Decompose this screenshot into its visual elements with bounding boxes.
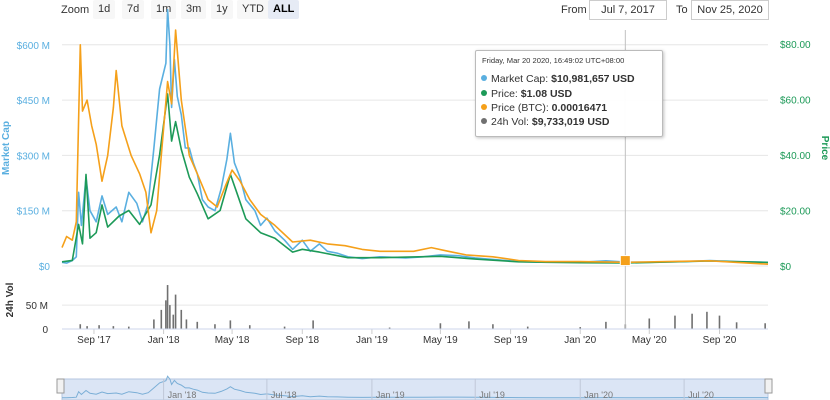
navigator-label: Jan '18 [168,390,197,400]
y-left-axis-title: Market Cap [1,121,12,175]
tooltip: Friday, Mar 20 2020, 16:49:02 UTC+08:00 … [475,50,663,137]
volume-bar [248,325,251,329]
to-date-input[interactable]: Nov 25, 2020 [691,0,769,20]
x-tick-label: Sep '18 [285,335,319,346]
volume-dot-icon [481,118,487,124]
volume-axis-title: 24h Vol [5,282,16,317]
y-left-tick-label: $300 M [17,151,50,162]
navigator-right-handle[interactable] [764,378,773,394]
volume-bar [691,313,693,329]
volume-tick-label: 50 M [26,301,48,312]
series-line-price [61,93,769,264]
volume-bar [468,321,470,329]
volume-bar [79,324,82,329]
volume-tick-label: 0 [42,325,48,336]
zoom-ytd-button[interactable]: YTD [237,0,269,19]
volume-bar [127,326,130,329]
volume-bar [174,294,177,329]
tooltip-date: Friday, Mar 20 2020, 16:49:02 UTC+08:00 [482,56,625,65]
volume-bar [283,326,286,329]
y-left-tick-label: $0 [39,262,51,273]
zoom-all-button[interactable]: ALL [268,0,300,19]
x-tick-label: May '19 [423,335,458,346]
from-label: From [561,4,587,16]
x-tick-label: Sep '17 [77,335,111,346]
volume-bar [706,311,708,329]
volume-bar [674,315,676,329]
volume-bar [526,326,529,329]
tooltip-row-market-cap: Market Cap: $10,981,657 USD [481,73,635,85]
zoom-label: Zoom [61,4,90,16]
y-left-tick-label: $600 M [17,41,50,52]
volume-bar [605,321,607,329]
series-lines [61,8,769,265]
x-tick-label: May '20 [632,335,667,346]
y-left-tick-label: $150 M [17,207,50,218]
y-right-tick-label: $0 [780,262,792,273]
volume-bar [579,327,582,329]
volume-bar [229,320,232,329]
volume-bar [388,327,391,329]
navigator-label: Jan '19 [376,390,405,400]
tooltip-row-price-btc: Price (BTC): 0.00016471 [481,102,607,114]
y-right-axis-title: Price [819,136,830,161]
series-line-market-cap [61,8,769,264]
volume-bar [735,322,738,329]
volume-bar [648,318,651,329]
y-right-tick-label: $60.00 [780,95,811,106]
volume-bar [439,323,442,329]
volume-bar [180,309,183,329]
zoom-7d-button[interactable]: 7d [122,0,145,19]
y-left-tick-label: $450 M [17,96,50,107]
axes: $0 $150 M $300 M $450 M $600 M $0 $20.00 $40.00… [1,40,830,346]
volume-bar [165,300,167,329]
volume-bar [169,305,171,329]
zoom-1d-button[interactable]: 1d [93,0,116,19]
volume-bar [153,319,155,329]
navigator-label: Jul '19 [479,390,505,400]
range-selector-toolbar: Zoom 1d 7d 1m 3m 1y YTD ALL From Jul 7, … [0,0,830,20]
tooltip-row-price: Price: $1.08 USD [481,88,572,100]
volume-bar [160,309,163,329]
x-tick-label: Jan '20 [564,335,596,346]
navigator-left-handle[interactable] [56,378,65,394]
navigator[interactable]: Jan '18 Jul '18 Jan '19 Jul '19 Jan '20 Jul '… [56,375,773,400]
volume-bar [112,326,115,329]
zoom-3m-button[interactable]: 3m [181,0,207,19]
volume-bar [98,325,100,329]
tooltip-row-24h-vol: 24h Vol: $9,733,019 USD [481,116,610,128]
volume-bar [86,326,88,329]
x-tick-label: May '18 [215,335,250,346]
navigator-label: Jul '18 [271,390,297,400]
x-tick-label: Sep '19 [494,335,528,346]
series-line-price-btc- [61,29,769,265]
navigator-label: Jan '20 [584,390,613,400]
navigator-series [62,375,769,399]
volume-bar [312,320,314,329]
to-label: To [676,4,688,16]
volume-bar [196,321,199,329]
zoom-1y-button[interactable]: 1y [211,0,233,19]
volume-bar [492,324,494,329]
volume-bar [166,285,169,329]
x-tick-label: Jan '18 [148,335,180,346]
volume-bar [214,324,216,329]
market-cap-dot-icon [481,75,487,81]
hover-marker [619,255,631,267]
volume-bar [718,315,721,329]
price-btc-dot-icon [481,104,487,110]
price-dot-icon [481,90,487,96]
y-right-tick-label: $20.00 [780,206,811,217]
y-right-tick-label: $40.00 [780,151,811,162]
volume-bar [764,323,766,329]
volume-bars [79,285,766,329]
x-tick-label: Sep '20 [703,335,737,346]
navigator-label: Jul '20 [688,390,714,400]
y-right-tick-label: $80.00 [780,40,811,51]
x-tick-label: Jan '19 [356,335,388,346]
from-date-input[interactable]: Jul 7, 2017 [589,0,667,20]
volume-bar [172,314,175,329]
volume-bar [185,319,188,329]
